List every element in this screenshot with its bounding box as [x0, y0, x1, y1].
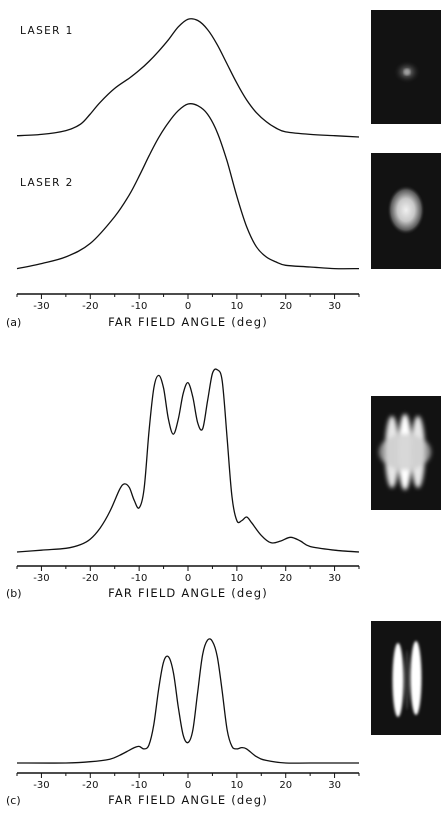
x-tick-label: 20: [279, 780, 292, 791]
x-tick-label: -20: [82, 573, 98, 584]
x-tick-label: -20: [82, 301, 98, 312]
panel-c-far-field-curve: [16, 638, 359, 764]
panel-b-x-axis: -30 -20 -10 0 10 20 30: [16, 565, 360, 584]
panel-b-x-axis-title: FAR FIELD ANGLE (deg): [108, 586, 268, 600]
x-tick-label: 30: [328, 573, 341, 584]
panel-b-label: (b): [6, 587, 22, 600]
x-tick-label: 0: [185, 301, 191, 312]
x-tick-label: 10: [230, 301, 243, 312]
laser-2-far-field-curve: [16, 103, 360, 270]
laser-2-label: LASER 2: [20, 177, 74, 189]
x-tick-label: -10: [131, 780, 147, 791]
panel-c-x-axis-title: FAR FIELD ANGLE (deg): [108, 793, 268, 807]
x-tick-label: 20: [279, 573, 292, 584]
panel-b-far-field-curve: [16, 368, 360, 553]
x-tick-label: -30: [33, 573, 49, 584]
x-tick-label: -30: [33, 780, 49, 791]
panel-a-label: (a): [6, 316, 21, 329]
panel-a-x-axis-title: FAR FIELD ANGLE (deg): [108, 315, 268, 329]
panel-c-x-axis: -30 -20 -10 0 10 20 30: [16, 772, 360, 791]
laser-1-far-field-curve: [16, 18, 360, 138]
panel-c-far-field-photo: [371, 621, 441, 735]
x-tick-label: -20: [82, 780, 98, 791]
x-tick-label: 30: [328, 780, 341, 791]
x-tick-label: 0: [185, 780, 191, 791]
x-tick-label: 10: [230, 573, 243, 584]
x-tick-label: -10: [131, 573, 147, 584]
x-tick-label: -30: [33, 301, 49, 312]
x-tick-label: -10: [131, 301, 147, 312]
panel-c-label: (c): [6, 794, 21, 807]
laser-1-label: LASER 1: [20, 25, 74, 37]
laser-1-far-field-photo: [371, 10, 441, 124]
x-tick-label: 30: [328, 301, 341, 312]
x-tick-label: 20: [279, 301, 292, 312]
panel-a-x-axis: -30 -20 -10 0 10 20 30: [16, 293, 360, 312]
laser-2-far-field-photo: [371, 153, 441, 269]
panel-b-far-field-photo: [371, 396, 441, 510]
x-tick-label: 0: [185, 573, 191, 584]
x-tick-label: 10: [230, 780, 243, 791]
